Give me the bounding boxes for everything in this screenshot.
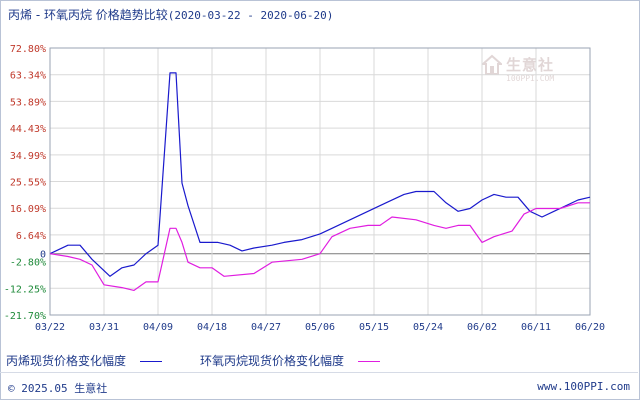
y-tick-label: 16.09% <box>10 204 46 215</box>
x-tick-label: 04/09 <box>143 322 173 333</box>
series-layer <box>49 72 591 291</box>
grid-layer <box>49 47 591 316</box>
house-logo-icon <box>480 54 504 75</box>
chart-title-text: 丙烯 - 环氧丙烷 价格趋势比较 <box>8 8 168 22</box>
y-tick-label: -21.70% <box>4 311 46 322</box>
x-tick-label: 06/02 <box>467 322 497 333</box>
x-tick-label: 03/22 <box>35 322 65 333</box>
watermark-text: 生意社 <box>506 56 555 74</box>
series-line-1 <box>49 72 591 277</box>
series-line-2 <box>49 202 590 291</box>
chart-legend: 丙烯现货价格变化幅度 环氧丙烷现货价格变化幅度 <box>6 352 626 368</box>
legend-label-series2: 环氧丙烷现货价格变化幅度 <box>200 354 345 368</box>
y-tick-label: 63.34% <box>10 71 46 82</box>
y-tick-label: 53.89% <box>10 97 46 108</box>
x-tick-label: 04/27 <box>251 322 281 333</box>
y-tick-label: -2.80% <box>10 258 46 269</box>
chart-date-range: (2020-03-22 - 2020-06-20) <box>167 9 334 22</box>
watermark-logo: 生意社 100PPI.COM <box>480 54 582 94</box>
x-tick-label: 06/20 <box>575 322 605 333</box>
watermark-subtext: 100PPI.COM <box>506 74 555 83</box>
y-tick-label: 34.99% <box>10 151 46 162</box>
y-tick-label: 44.43% <box>10 124 46 135</box>
legend-item-series2: 环氧丙烷现货价格变化幅度 <box>200 352 381 369</box>
chart-title: 丙烯 - 环氧丙烷 价格趋势比较(2020-03-22 - 2020-06-20… <box>8 6 333 23</box>
footer-copyright: © 2025.05 生意社 <box>8 382 108 395</box>
x-tick-label: 03/31 <box>89 322 119 333</box>
legend-item-series1: 丙烯现货价格变化幅度 <box>6 352 163 369</box>
legend-swatch-series2 <box>358 361 381 362</box>
footer-divider <box>0 372 638 373</box>
y-tick-label: 6.64% <box>16 231 46 242</box>
x-tick-label: 06/11 <box>521 322 551 333</box>
y-tick-label: 0 <box>40 250 46 261</box>
legend-label-series1: 丙烯现货价格变化幅度 <box>6 354 127 368</box>
x-tick-label: 05/06 <box>305 322 335 333</box>
y-tick-label: -12.25% <box>4 284 46 295</box>
line-chart: 72.80% 63.34% 53.89% 44.43% 34.99% 25.55% 16.0… <box>4 44 605 333</box>
x-tick-label: 05/24 <box>413 322 443 333</box>
x-tick-label: 04/18 <box>197 322 227 333</box>
y-tick-label: 25.55% <box>10 178 46 189</box>
x-tick-label: 05/15 <box>359 322 389 333</box>
plot-border <box>49 47 591 316</box>
axis-layer: 72.80% 63.34% 53.89% 44.43% 34.99% 25.55% 16.0… <box>4 44 605 333</box>
footer-url: www.100PPI.com <box>537 380 630 393</box>
legend-swatch-series1 <box>140 361 163 362</box>
y-tick-label: 72.80% <box>10 44 46 55</box>
